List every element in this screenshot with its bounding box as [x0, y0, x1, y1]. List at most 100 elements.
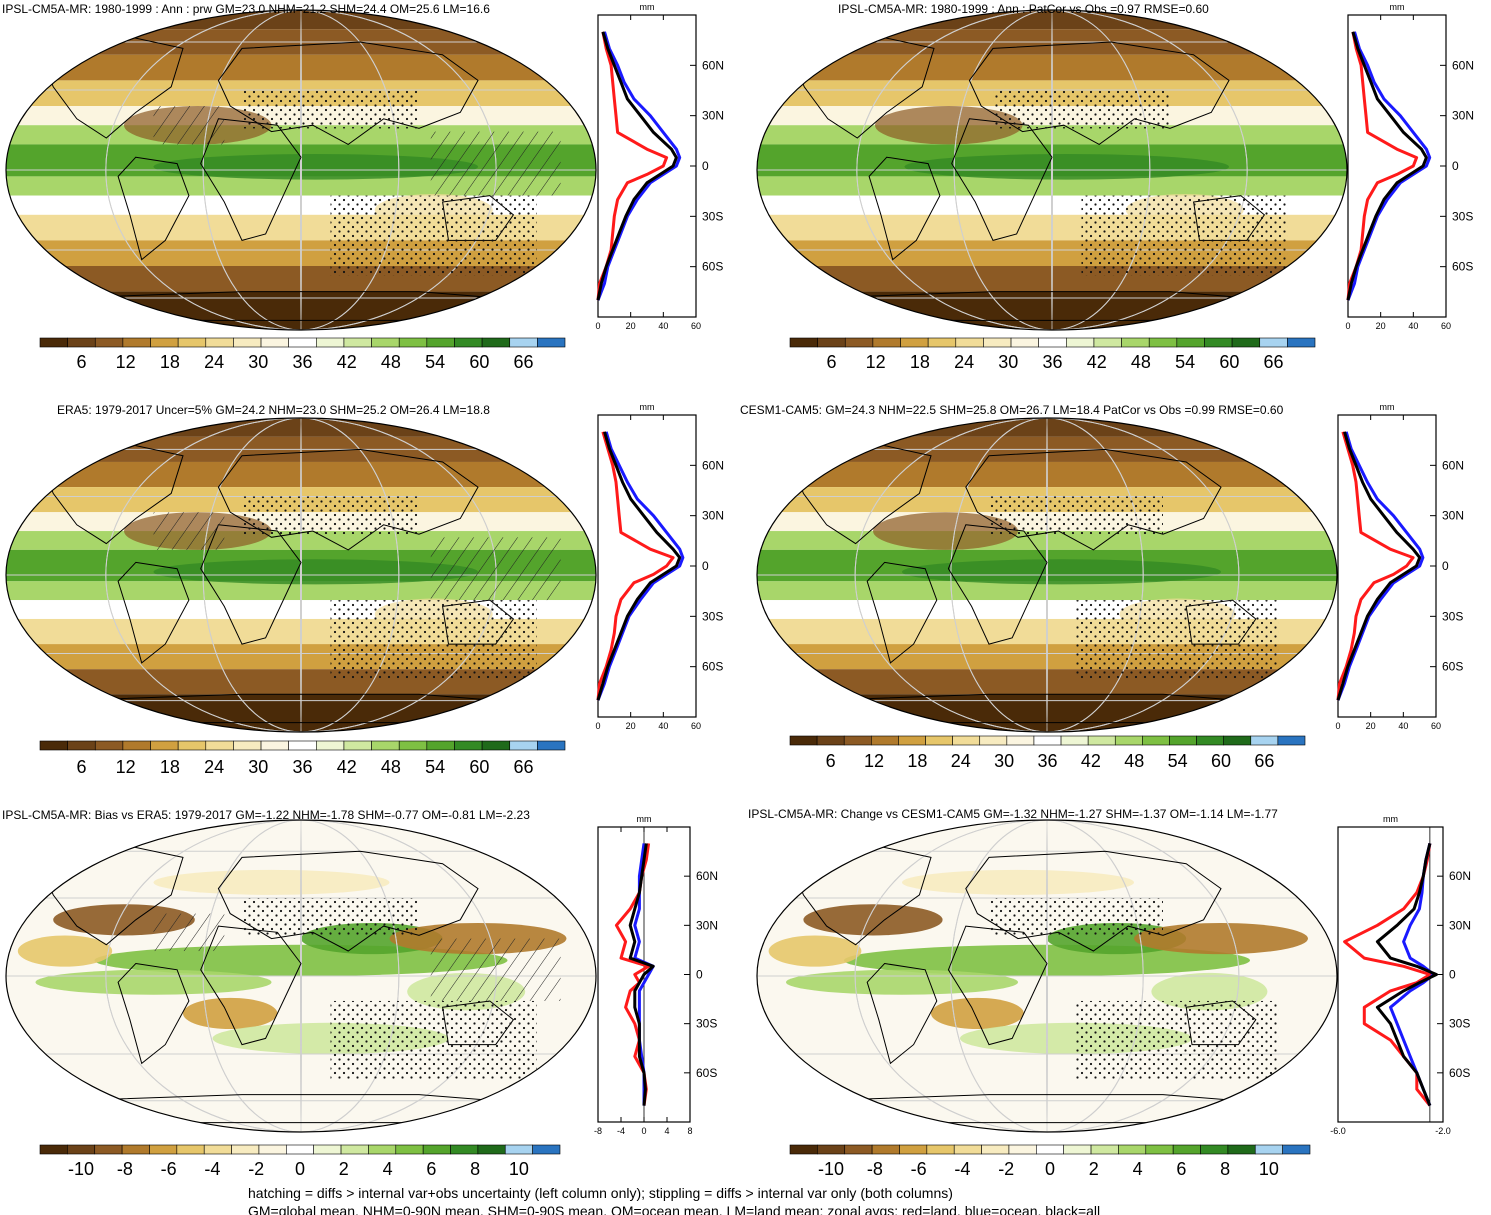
hatch-region — [153, 512, 225, 550]
graticule-meridian — [854, 418, 1240, 732]
colorbar-swatch — [981, 1144, 1010, 1155]
colorbar-label: 8 — [470, 1159, 480, 1179]
colorbar-swatch — [537, 740, 566, 751]
colorbar-label: 24 — [951, 751, 971, 771]
colorbar-swatch — [450, 1144, 479, 1155]
colorbar-label: 12 — [116, 757, 136, 777]
hatch-region — [430, 131, 561, 196]
zonal-ytick-label: 0 — [702, 559, 709, 573]
zonal-ytick-label: 0 — [1452, 159, 1459, 173]
graticule-meridian — [202, 820, 400, 1132]
colorbar-swatch — [1172, 1144, 1201, 1155]
panel-title: CESM1-CAM5: GM=24.3 NHM=22.5 SHM=25.8 OM… — [740, 403, 1284, 417]
colorbar-swatch — [1006, 735, 1035, 746]
colorbar-swatch — [150, 337, 179, 348]
colorbar-swatch — [177, 740, 207, 751]
colorbar-swatch — [1287, 337, 1316, 348]
colorbar-swatch — [343, 740, 372, 751]
colorbar-swatch — [1200, 1144, 1229, 1155]
colorbar-swatch — [67, 1144, 96, 1155]
colorbar-swatch — [398, 337, 428, 348]
map-border — [756, 819, 1338, 1133]
zonal-xtick-label: 0 — [641, 1126, 646, 1136]
zonal-unit-label: mm — [1390, 2, 1405, 12]
graticule-meridian — [950, 820, 1144, 1132]
colorbar-swatch — [368, 1144, 397, 1155]
coastline-north-america — [40, 442, 184, 545]
colorbar-label: 66 — [514, 352, 534, 372]
colorbar-swatch — [371, 337, 400, 348]
zonal-ytick-label: 60N — [696, 869, 718, 883]
hatch-region — [430, 938, 561, 1001]
coastline-south-america — [866, 561, 938, 664]
map-field — [757, 10, 1347, 330]
map-anomaly-blob — [803, 904, 943, 936]
zonal-xtick-label: 60 — [1431, 721, 1441, 731]
zonal-ytick-label: 60S — [1442, 660, 1463, 674]
colorbar-swatch — [340, 1144, 369, 1155]
map-border — [756, 9, 1348, 331]
graticule-meridian — [202, 418, 400, 732]
colorbar-label: 30 — [994, 751, 1014, 771]
graticule-meridian — [1046, 820, 1048, 1132]
colorbar-swatch — [1114, 735, 1143, 746]
coastline-south-america — [117, 156, 190, 261]
zonal-ytick-label: 30S — [702, 609, 723, 623]
colorbar-swatch — [260, 337, 289, 348]
map-dry-region — [875, 106, 1023, 145]
zonal-xtick-label: 60 — [691, 721, 701, 731]
map-border — [5, 819, 597, 1133]
coastline-africa — [200, 118, 302, 241]
colorbar-swatch — [898, 735, 926, 746]
colorbar-label: 36 — [292, 352, 312, 372]
map-field — [6, 10, 596, 330]
colorbar-label: 36 — [1037, 751, 1057, 771]
colorbar-label: 42 — [1087, 352, 1107, 372]
colorbar-label: -10 — [68, 1159, 94, 1179]
colorbar-label: 42 — [1081, 751, 1101, 771]
coastline-north-america — [791, 442, 932, 545]
zonal-xtick-label: 0 — [595, 321, 600, 331]
zonal-ytick-label: 60N — [702, 58, 724, 72]
graticule-meridian — [856, 10, 1248, 330]
map-moist-core — [153, 559, 478, 585]
panel-6: 60N 30N 0 30S 60S -6.0 -2.0 mm -10 -8 -6 -4 -2 0 2 4 6 8 1… — [748, 807, 1471, 1179]
zonal-line-land — [596, 431, 675, 701]
zonal-unit-label: mm — [1383, 814, 1398, 824]
colorbar-swatch — [817, 1144, 846, 1155]
colorbar-label: 18 — [907, 751, 927, 771]
colorbar-label: 48 — [1131, 352, 1151, 372]
colorbar-label: 8 — [1220, 1159, 1230, 1179]
stipple-region — [989, 898, 1163, 936]
map-anomaly-blob — [902, 869, 1134, 895]
colorbar-label: 30 — [998, 352, 1018, 372]
map-moist-core — [902, 559, 1221, 585]
zonal-ytick-label: 0 — [696, 968, 703, 982]
hatch-region — [153, 913, 225, 952]
panel-title: IPSL-CM5A-MR: 1980-1999 : Ann : prw GM=2… — [2, 2, 490, 16]
colorbar-swatch — [233, 740, 262, 751]
zonal-ytick-label: 60S — [1452, 260, 1473, 274]
colorbar-swatch — [953, 1144, 982, 1155]
map-anomaly-blob — [17, 935, 113, 967]
colorbar-label: 0 — [295, 1159, 305, 1179]
panel-3: 60N 30N 0 30S 60S 0 20 40 60 mm 6 12 18 24 30 36 42 48 54 6… — [5, 402, 724, 777]
coastline-north-america — [40, 844, 184, 946]
colorbar-swatch — [395, 1144, 424, 1155]
stipple-region — [330, 195, 537, 276]
coastline-north-america — [40, 35, 184, 139]
footer-line-2: GM=global mean, NHM=0-90N mean, SHM=0-90… — [248, 1203, 1100, 1215]
colorbar-label: -10 — [818, 1159, 844, 1179]
colorbar-swatch — [343, 337, 372, 348]
colorbar-swatch — [39, 740, 68, 751]
colorbar-swatch — [952, 735, 981, 746]
colorbar-swatch — [871, 1144, 900, 1155]
panel-1: 60N 30N 0 30S 60S 0 20 40 60 mm 6 12 18 24 30 36 42 48 54 6… — [2, 2, 724, 372]
coastline-africa — [947, 524, 1048, 645]
map-anomaly-blob — [931, 997, 1024, 1030]
zonal-xtick-label: 40 — [658, 321, 668, 331]
colorbar-swatch — [176, 1144, 205, 1155]
colorbar-swatch — [67, 337, 96, 348]
zonal-xtick-label: 40 — [1408, 321, 1418, 331]
stipple-region — [993, 90, 1170, 129]
